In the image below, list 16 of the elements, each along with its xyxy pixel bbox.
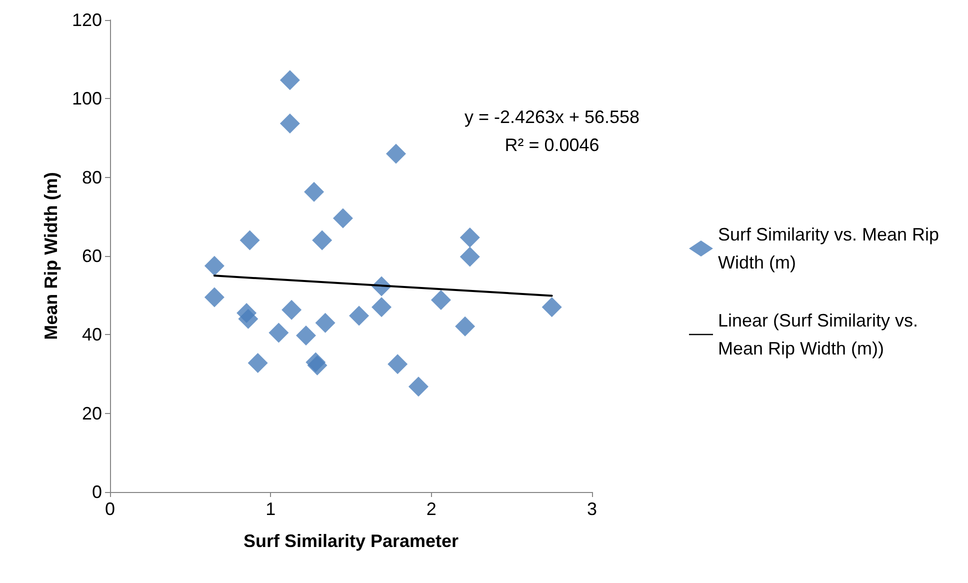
x-tick-label: 1 bbox=[266, 499, 276, 519]
x-axis-title: Surf Similarity Parameter bbox=[243, 531, 459, 551]
y-tick-label: 80 bbox=[82, 167, 102, 188]
legend-label: Linear (Surf Similarity vs. Mean Rip Width (m)) bbox=[718, 310, 924, 358]
annotation: y = -2.4263x + 56.558 R² = 0.0046 bbox=[464, 107, 640, 155]
y-tick-label: 100 bbox=[72, 88, 102, 109]
y-tick-label: 20 bbox=[82, 403, 102, 424]
y-tick-label: 120 bbox=[72, 10, 102, 30]
y-axis-title: Mean Rip Width (m) bbox=[41, 172, 61, 340]
x-tick-label: 0 bbox=[104, 499, 116, 519]
legend-label: Surf Similarity vs. Mean Rip Width (m) bbox=[718, 224, 944, 272]
y-tick-label: 60 bbox=[82, 246, 102, 266]
x-tick-label: 3 bbox=[586, 499, 598, 519]
y-tick-label: 40 bbox=[82, 324, 102, 345]
x-tick-label: 2 bbox=[426, 499, 436, 519]
y-tick-label: 0 bbox=[92, 482, 102, 502]
